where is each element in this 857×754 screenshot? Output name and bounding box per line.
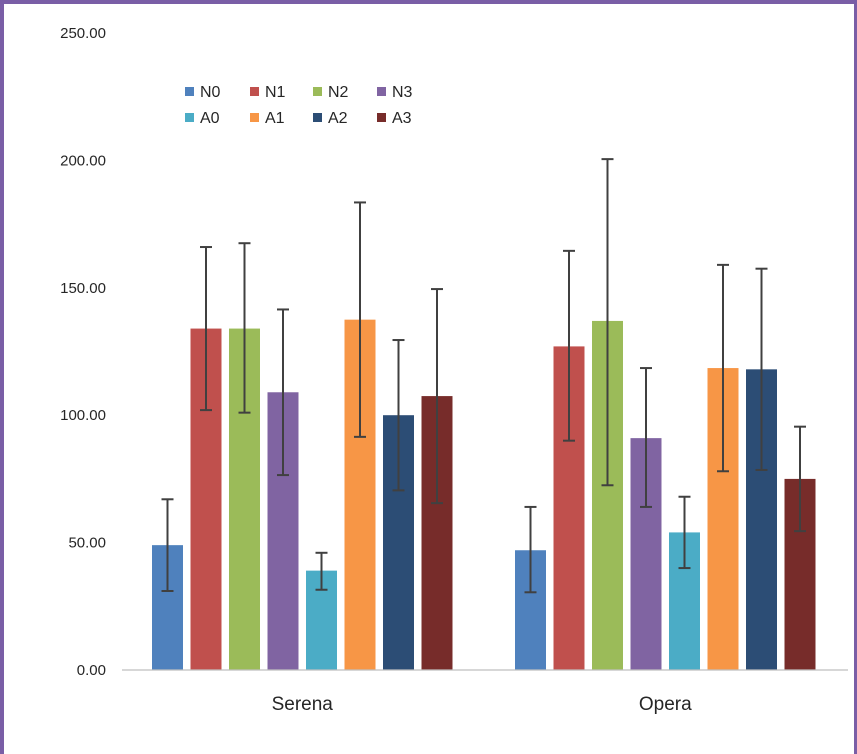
legend-swatch <box>313 87 322 96</box>
legend-item-a2: A2 <box>313 110 348 127</box>
error-bar-n1-opera <box>563 249 575 442</box>
legend-label: A3 <box>392 110 412 127</box>
legend-label: N3 <box>392 84 413 101</box>
legend-label: N2 <box>328 84 349 101</box>
legend-item-n0: N0 <box>185 84 221 101</box>
error-bar-n3-serena <box>277 308 289 477</box>
error-bar-n3-opera <box>640 367 652 508</box>
legend-item-a0: A0 <box>185 110 220 127</box>
frame-border-top <box>0 0 857 4</box>
error-bar-n2-serena <box>238 242 251 414</box>
legend-item-a3: A3 <box>377 110 412 127</box>
legend-swatch <box>250 113 259 122</box>
legend-swatch <box>185 87 194 96</box>
legend-swatch <box>250 87 259 96</box>
error-bars <box>161 158 806 594</box>
legend-swatch <box>185 113 194 122</box>
legend-swatch <box>377 87 386 96</box>
frame-border-left <box>0 0 4 754</box>
y-tick-label: 100.00 <box>60 407 106 424</box>
error-bar-n0-opera <box>524 505 537 594</box>
error-bar-a2-opera <box>755 267 768 471</box>
x-axis-labels: Serena Opera <box>272 694 692 715</box>
legend-item-n3: N3 <box>377 84 413 101</box>
error-bar-a3-serena <box>431 288 443 505</box>
error-bar-a0-opera <box>678 495 691 570</box>
y-tick-label: 50.00 <box>68 535 106 552</box>
error-bar-a0-serena <box>315 551 328 591</box>
error-bar-a2-serena <box>392 339 405 492</box>
legend-item-n2: N2 <box>313 84 349 101</box>
error-bar-a1-opera <box>717 263 729 473</box>
error-bar-n1-serena <box>200 246 212 412</box>
legend-swatch <box>313 113 322 122</box>
error-bar-a3-opera <box>794 425 806 533</box>
legend-label: A0 <box>200 110 220 127</box>
frame-border-right <box>854 0 857 754</box>
y-tick-label: 150.00 <box>60 280 106 297</box>
legend-item-a1: A1 <box>250 110 285 127</box>
legend-label: A2 <box>328 110 348 127</box>
legend-label: N1 <box>265 84 286 101</box>
legend-item-n1: N1 <box>250 84 286 101</box>
y-axis: 0.00 50.00 100.00 150.00 200.00 250.00 <box>60 25 106 679</box>
error-bar-a1-serena <box>354 201 366 438</box>
y-tick-label: 250.00 <box>60 25 106 42</box>
x-category-label: Opera <box>639 694 692 715</box>
x-category-label: Serena <box>272 694 334 715</box>
legend-label: A1 <box>265 110 285 127</box>
error-bar-n0-serena <box>161 498 174 593</box>
error-bar-n2-opera <box>601 158 614 487</box>
legend-label: N0 <box>200 84 221 101</box>
legend-swatch <box>377 113 386 122</box>
legend: N0 N1 N2 N3 A0 A1 A2 A3 <box>185 84 413 127</box>
y-tick-label: 0.00 <box>77 662 106 679</box>
y-tick-label: 200.00 <box>60 152 106 169</box>
bar-series <box>152 319 816 670</box>
